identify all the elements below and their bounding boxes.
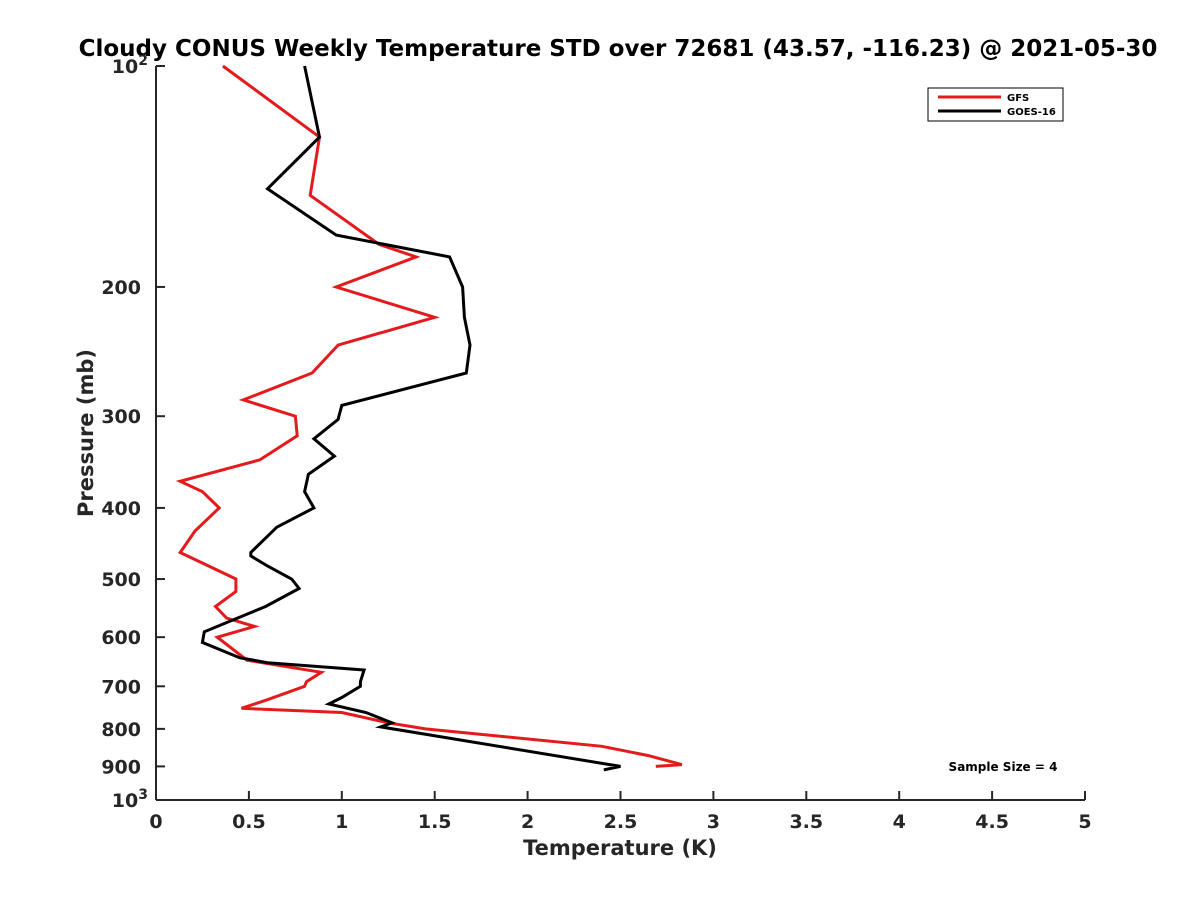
sample-size-annotation: Sample Size = 4 [949, 760, 1058, 774]
y-tick-label: 600 [101, 627, 141, 649]
y-tick-label: 700 [101, 676, 141, 698]
x-tick-label: 4 [893, 811, 906, 833]
axes-layer: 0 0.5 1 1.5 2 2.5 3 3.5 4 4.5 5 102 200 300 400 500 600 7… [101, 53, 1091, 833]
y-tick-label: 200 [101, 277, 141, 299]
y-tick-label: 103 [112, 787, 148, 812]
x-tick-label: 3 [707, 811, 720, 833]
legend-label-gfs: GFS [1007, 93, 1029, 104]
x-tick-label: 3.5 [789, 811, 823, 833]
x-tick-label: 2 [521, 811, 534, 833]
y-tick-label: 900 [101, 756, 141, 778]
y-tick-label: 800 [101, 719, 141, 741]
x-tick-label: 1 [335, 811, 348, 833]
y-axis-label: Pressure (mb) [74, 349, 98, 517]
legend-items: GFS GOES-16 [938, 93, 1056, 118]
legend: GFS GOES-16 [927, 87, 1064, 122]
chart-title: Cloudy CONUS Weekly Temperature STD over… [79, 36, 1158, 62]
x-axis-label: Temperature (K) [523, 836, 717, 860]
legend-label-goes-16: GOES-16 [1007, 107, 1056, 118]
series-line-goes-16 [200, 65, 621, 772]
y-tick-label: 102 [112, 53, 148, 78]
y-tick-label: 300 [101, 406, 141, 428]
series-layer [175, 64, 683, 772]
x-tick-label: 4.5 [975, 811, 1009, 833]
x-tick-label: 2.5 [604, 811, 638, 833]
legend-box [927, 87, 1064, 122]
series-line-gfs [175, 64, 683, 768]
x-tick-label: 0 [149, 811, 162, 833]
x-tick-label: 0.5 [232, 811, 266, 833]
y-tick-label: 400 [101, 498, 141, 520]
y-tick-label: 500 [101, 569, 141, 591]
x-tick-label: 5 [1078, 811, 1091, 833]
x-tick-label: 1.5 [418, 811, 452, 833]
